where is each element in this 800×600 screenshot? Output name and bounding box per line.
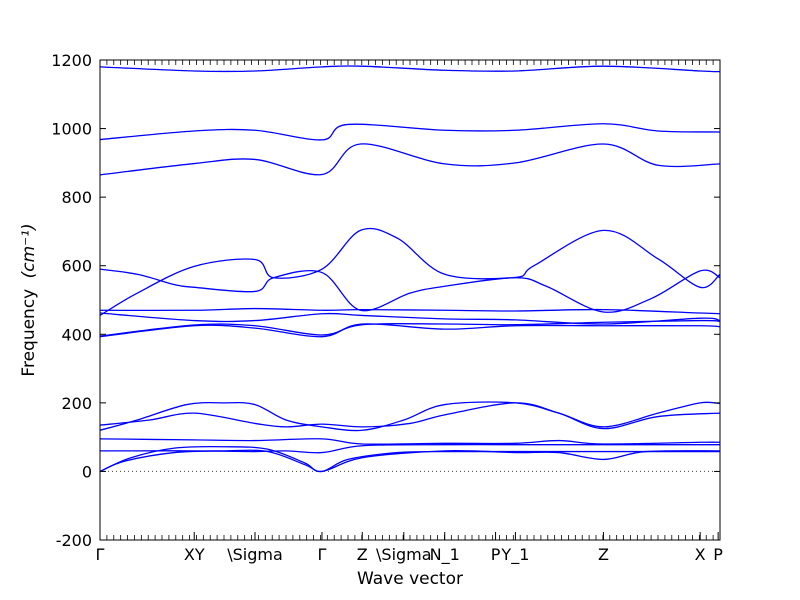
x-axis-label: Wave vector — [357, 569, 463, 589]
x-tick-label: P — [713, 545, 723, 564]
y-axis-label-text: Frequency — [19, 289, 39, 377]
y-tick-label: 200 — [61, 394, 92, 413]
x-tick-label: P — [491, 545, 501, 564]
x-tick-label: Γ — [96, 545, 105, 564]
plot-background — [100, 60, 720, 540]
plot-frame — [99, 59, 721, 541]
phonon-bands — [99, 65, 721, 473]
band-line-13 — [99, 445, 721, 473]
y-tick-label: 800 — [61, 188, 92, 207]
y-tick-label: 1200 — [51, 51, 92, 70]
band-line-15 — [100, 443, 720, 454]
band-line-8 — [99, 323, 721, 338]
x-tick-label: N_1 — [430, 545, 460, 565]
y-axis-label-unit: (cm⁻¹) — [19, 223, 39, 278]
x-tick-label: \Sigma — [227, 545, 283, 564]
band-line-3 — [99, 143, 721, 176]
band-line-14 — [99, 449, 721, 473]
y-tick-label: 400 — [61, 325, 92, 344]
y-tick-label: 0 — [82, 462, 92, 481]
band-line-1 — [99, 65, 721, 73]
x-tick-label: X — [695, 545, 706, 564]
x-tick-label: Z — [598, 545, 609, 564]
y-tick-label: 1000 — [51, 120, 92, 139]
band-line-5 — [99, 227, 721, 316]
band-line-11 — [99, 402, 721, 430]
x-tick-label: XY — [184, 545, 205, 564]
band-line-2 — [99, 123, 721, 141]
x-tick-label: \Sigma — [376, 545, 432, 564]
x-tick-label: Z — [357, 545, 368, 564]
band-line-12 — [99, 438, 721, 445]
band-line-4 — [99, 268, 721, 313]
y-axis-ticks: -200 0 200 400 600 800 1000 1200 — [51, 51, 720, 550]
y-axis-label: Frequency (cm⁻¹) — [19, 223, 39, 376]
x-tick-label: Γ — [317, 545, 326, 564]
y-tick-label: -200 — [56, 531, 92, 550]
minor-ticks — [99, 60, 721, 540]
y-tick-label: 600 — [61, 257, 92, 276]
band-line-9 — [99, 319, 721, 337]
x-tick-label: Y_1 — [500, 545, 529, 565]
band-line-6 — [99, 307, 721, 315]
